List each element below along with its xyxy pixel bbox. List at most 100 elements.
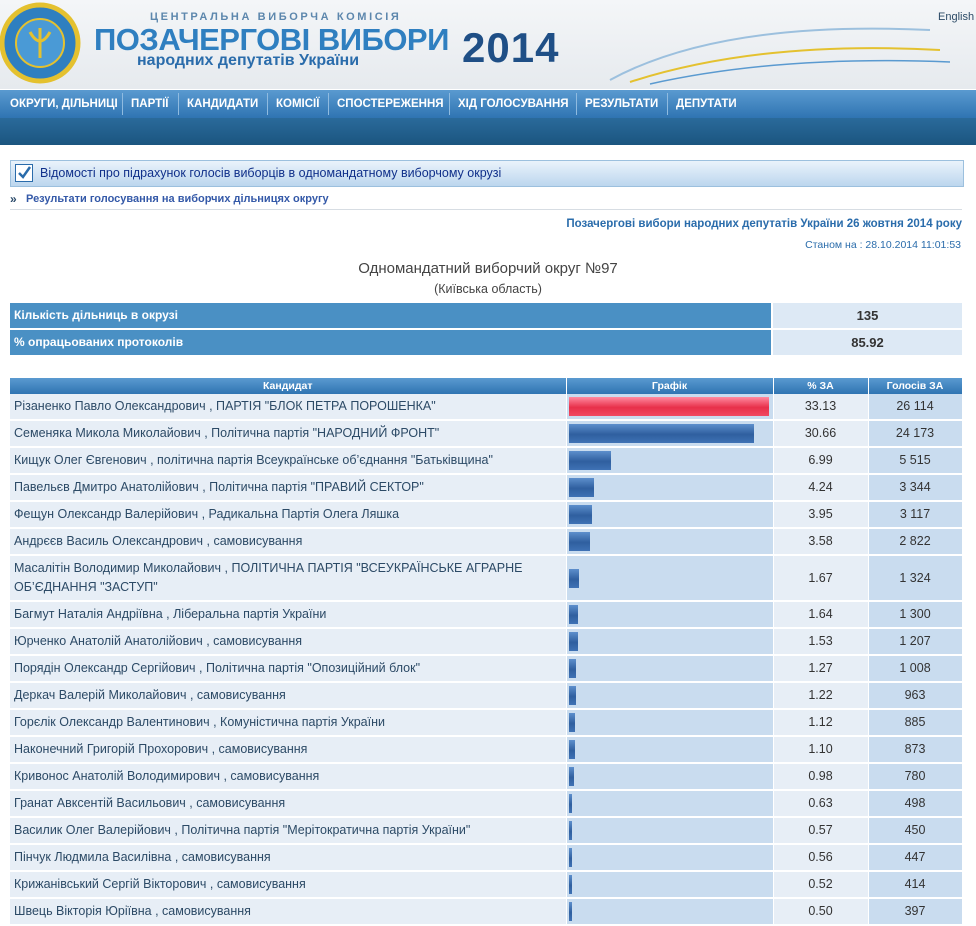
votes: 1 324	[868, 555, 963, 602]
nav-separator	[267, 93, 268, 115]
nav-item[interactable]: КАНДИДАТИ	[187, 98, 259, 110]
candidate: Кривонос Анатолій Володимирович , самови…	[10, 763, 567, 791]
percent: 0.52	[773, 871, 869, 899]
check-mark	[18, 166, 32, 179]
votes: 2 822	[868, 528, 963, 556]
votes: 1 008	[868, 655, 963, 683]
votes: 450	[868, 817, 963, 845]
candidate: Семеняка Микола Миколайович , Політична …	[10, 420, 567, 448]
graph-cell	[566, 601, 774, 629]
graph-cell	[566, 709, 774, 737]
bar	[568, 659, 577, 678]
candidate: Горєлік Олександр Валентинович , Комуніс…	[10, 709, 567, 737]
nav-separator	[449, 93, 450, 115]
bar	[568, 767, 575, 786]
votes: 885	[868, 709, 963, 737]
bar	[568, 532, 591, 551]
nav-bar: ОКРУГИ, ДІЛЬНИЦІ ПАРТІЇ КАНДИДАТИ КОМІСІЇ СП…	[0, 90, 976, 118]
link-marker: »	[10, 192, 17, 206]
result-row: Масалітін Володимир Миколайович , ПОЛІТИ…	[10, 555, 963, 602]
bar	[568, 740, 576, 759]
graph-cell	[566, 501, 774, 529]
percent: 6.99	[773, 447, 869, 475]
nav-item[interactable]: КОМІСІЇ	[276, 98, 320, 110]
result-row: Порядін Олександр Сергійович , Політична…	[10, 655, 963, 683]
candidate: Павельєв Дмитро Анатолійович , Політична…	[10, 474, 567, 502]
percent: 0.56	[773, 844, 869, 872]
bar	[568, 451, 611, 470]
column-header: Кандидат	[10, 378, 567, 394]
votes: 414	[868, 871, 963, 899]
candidate: Василик Олег Валерійович , Політична пар…	[10, 817, 567, 845]
graph-cell	[566, 628, 774, 656]
result-row: Крижанівський Сергій Вікторович , самови…	[10, 871, 963, 899]
candidate: Порядін Олександр Сергійович , Політична…	[10, 655, 567, 683]
bar	[568, 632, 578, 651]
column-header: % ЗА	[773, 378, 869, 394]
percent: 1.10	[773, 736, 869, 764]
nav-item[interactable]: ДЕПУТАТИ	[676, 98, 737, 110]
result-row: Пінчук Людмила Василівна , самовисування…	[10, 844, 963, 872]
votes: 3 344	[868, 474, 963, 502]
language-link[interactable]: English	[938, 11, 975, 23]
bar	[568, 848, 572, 867]
percent: 1.12	[773, 709, 869, 737]
nav-item[interactable]: ХІД ГОЛОСУВАННЯ	[458, 98, 569, 110]
header-art	[0, 2, 951, 85]
results-table: Кандидат Графік% ЗА Голосів ЗА Різаненко П…	[10, 378, 963, 926]
summary-label: Кількість дільниць в окрузі	[10, 303, 771, 328]
graph-cell	[566, 871, 774, 899]
commission-name: ЦЕНТРАЛЬНА ВИБОРЧА КОМІСІЯ	[150, 11, 402, 23]
nav-band	[0, 118, 976, 145]
result-row: Горєлік Олександр Валентинович , Комуніс…	[10, 709, 963, 737]
result-row: Кривонос Анатолій Володимирович , самови…	[10, 763, 963, 791]
votes: 873	[868, 736, 963, 764]
site-title: ПОЗАЧЕРГОВІ ВИБОРИ	[94, 22, 449, 57]
swoosh	[649, 59, 951, 85]
percent: 30.66	[773, 420, 869, 448]
bar	[568, 505, 593, 524]
column-header: Графік	[566, 378, 774, 394]
graph-cell	[566, 898, 774, 926]
graph-cell	[566, 447, 774, 475]
percent: 1.53	[773, 628, 869, 656]
panel-title: Відомості про підрахунок голосів виборці…	[40, 166, 502, 180]
graph-cell	[566, 817, 774, 845]
votes: 780	[868, 763, 963, 791]
bar	[568, 424, 754, 443]
swoosh	[609, 27, 931, 81]
graph-cell	[566, 736, 774, 764]
percent: 0.57	[773, 817, 869, 845]
result-row: Швець Вікторія Юріївна , самовисування 0.…	[10, 898, 963, 926]
candidate: Пінчук Людмила Василівна , самовисування	[10, 844, 567, 872]
votes: 963	[868, 682, 963, 710]
graph-cell	[566, 420, 774, 448]
district-region: (Київська область)	[434, 282, 542, 296]
nav-item[interactable]: РЕЗУЛЬТАТИ	[585, 98, 659, 110]
votes: 1 207	[868, 628, 963, 656]
candidate: Багмут Наталія Андріївна , Ліберальна па…	[10, 601, 567, 629]
candidate: Кищук Олег Євгенович , політична партія …	[10, 447, 567, 475]
nav-item[interactable]: ОКРУГИ, ДІЛЬНИЦІ	[10, 98, 118, 110]
election-name: Позачергові вибори народних депутатів Ук…	[566, 218, 962, 230]
nav-item[interactable]: СПОСТЕРЕЖЕННЯ	[337, 98, 444, 110]
percent: 3.95	[773, 501, 869, 529]
graph-cell	[566, 555, 774, 602]
graph-cell	[566, 394, 774, 421]
bar	[568, 605, 579, 624]
candidate: Швець Вікторія Юріївна , самовисування	[10, 898, 567, 926]
panel-header: Відомості про підрахунок голосів виборці…	[10, 160, 964, 187]
site-year: 2014	[462, 24, 560, 71]
stations-link[interactable]: Результати голосування на виборчих дільн…	[26, 193, 329, 205]
bar	[568, 397, 769, 416]
candidate: Різаненко Павло Олександрович , ПАРТІЯ "…	[10, 394, 567, 421]
votes: 447	[868, 844, 963, 872]
percent: 1.67	[773, 555, 869, 602]
results-body: Різаненко Павло Олександрович , ПАРТІЯ "…	[10, 394, 963, 926]
nav-item[interactable]: ПАРТІЇ	[131, 98, 169, 110]
graph-cell	[566, 844, 774, 872]
graph-cell	[566, 474, 774, 502]
percent: 4.24	[773, 474, 869, 502]
graph-cell	[566, 682, 774, 710]
checkbox-icon	[15, 164, 33, 182]
